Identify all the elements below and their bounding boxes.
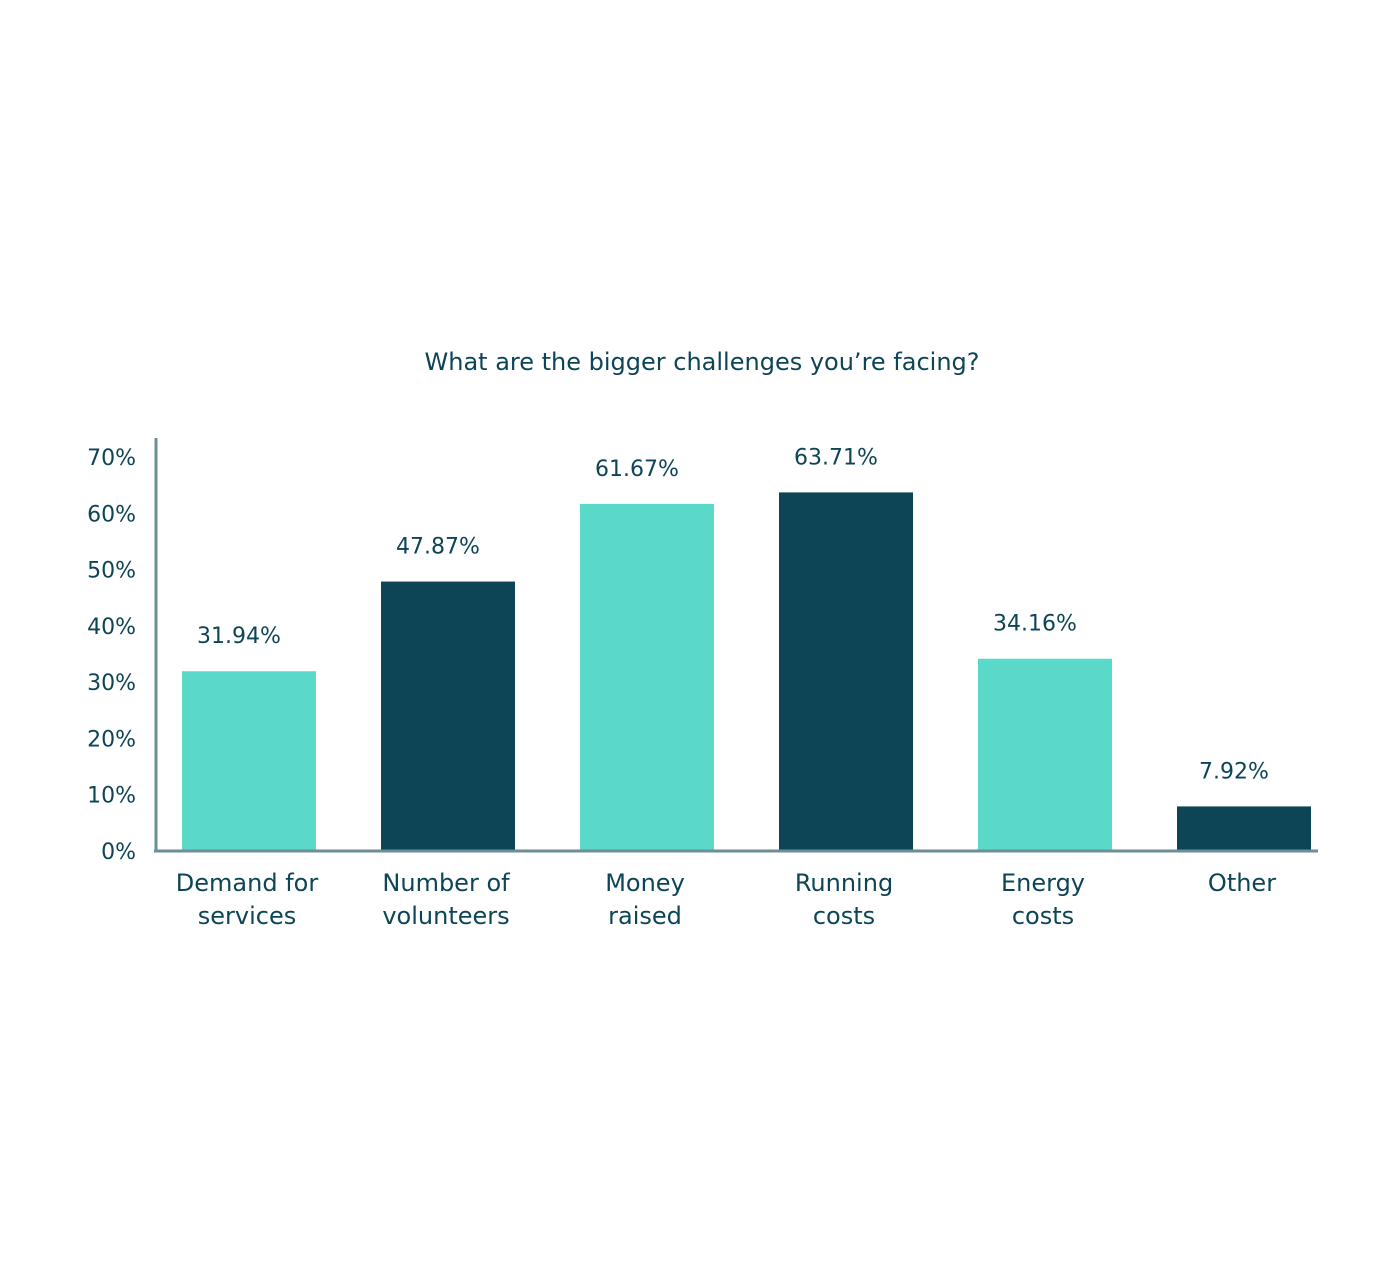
y-tick-label: 10%: [87, 784, 136, 809]
bar: [381, 581, 515, 851]
bar: [580, 503, 714, 851]
x-tick-label: costs: [813, 902, 875, 930]
bar: [978, 658, 1112, 851]
x-tick-label: services: [198, 902, 296, 930]
chart-title: What are the bigger challenges you’re fa…: [425, 348, 980, 376]
x-tick-label: Running: [795, 869, 893, 897]
bar-value-label: 34.16%: [993, 612, 1077, 637]
y-tick-label: 50%: [87, 559, 136, 584]
y-tick-label: 30%: [87, 671, 136, 696]
y-tick-label: 0%: [101, 840, 136, 865]
x-tick-label: Demand for: [176, 869, 319, 897]
bar-value-label: 7.92%: [1199, 759, 1269, 784]
x-tick-label: Other: [1208, 869, 1276, 897]
y-tick-label: 40%: [87, 615, 136, 640]
bar: [1177, 806, 1311, 851]
bar-value-label: 31.94%: [197, 624, 281, 649]
x-tick-label: raised: [608, 902, 682, 930]
bar-value-label: 47.87%: [396, 535, 480, 560]
x-tick-label: Number of: [382, 869, 510, 897]
x-tick-label: volunteers: [382, 902, 509, 930]
bar: [182, 671, 316, 851]
bar: [779, 492, 913, 851]
y-tick-label: 60%: [87, 502, 136, 527]
x-tick-label: costs: [1012, 902, 1074, 930]
y-tick-label: 70%: [87, 446, 136, 471]
bar-value-label: 63.71%: [794, 445, 878, 470]
y-tick-label: 20%: [87, 727, 136, 752]
x-tick-label: Money: [605, 869, 685, 897]
x-tick-label: Energy: [1001, 869, 1085, 897]
bar-value-label: 61.67%: [595, 457, 679, 482]
